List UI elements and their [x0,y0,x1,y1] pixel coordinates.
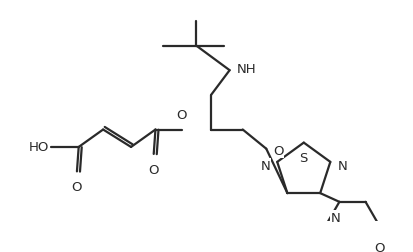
Text: HO: HO [28,141,49,154]
Text: O: O [72,180,82,193]
Text: O: O [176,108,187,121]
Text: O: O [273,144,284,157]
Text: O: O [374,241,385,252]
Text: NH: NH [237,63,256,76]
Text: N: N [331,211,341,224]
Text: S: S [299,152,308,165]
Text: N: N [261,159,270,172]
Text: N: N [337,159,347,172]
Text: O: O [148,163,159,176]
